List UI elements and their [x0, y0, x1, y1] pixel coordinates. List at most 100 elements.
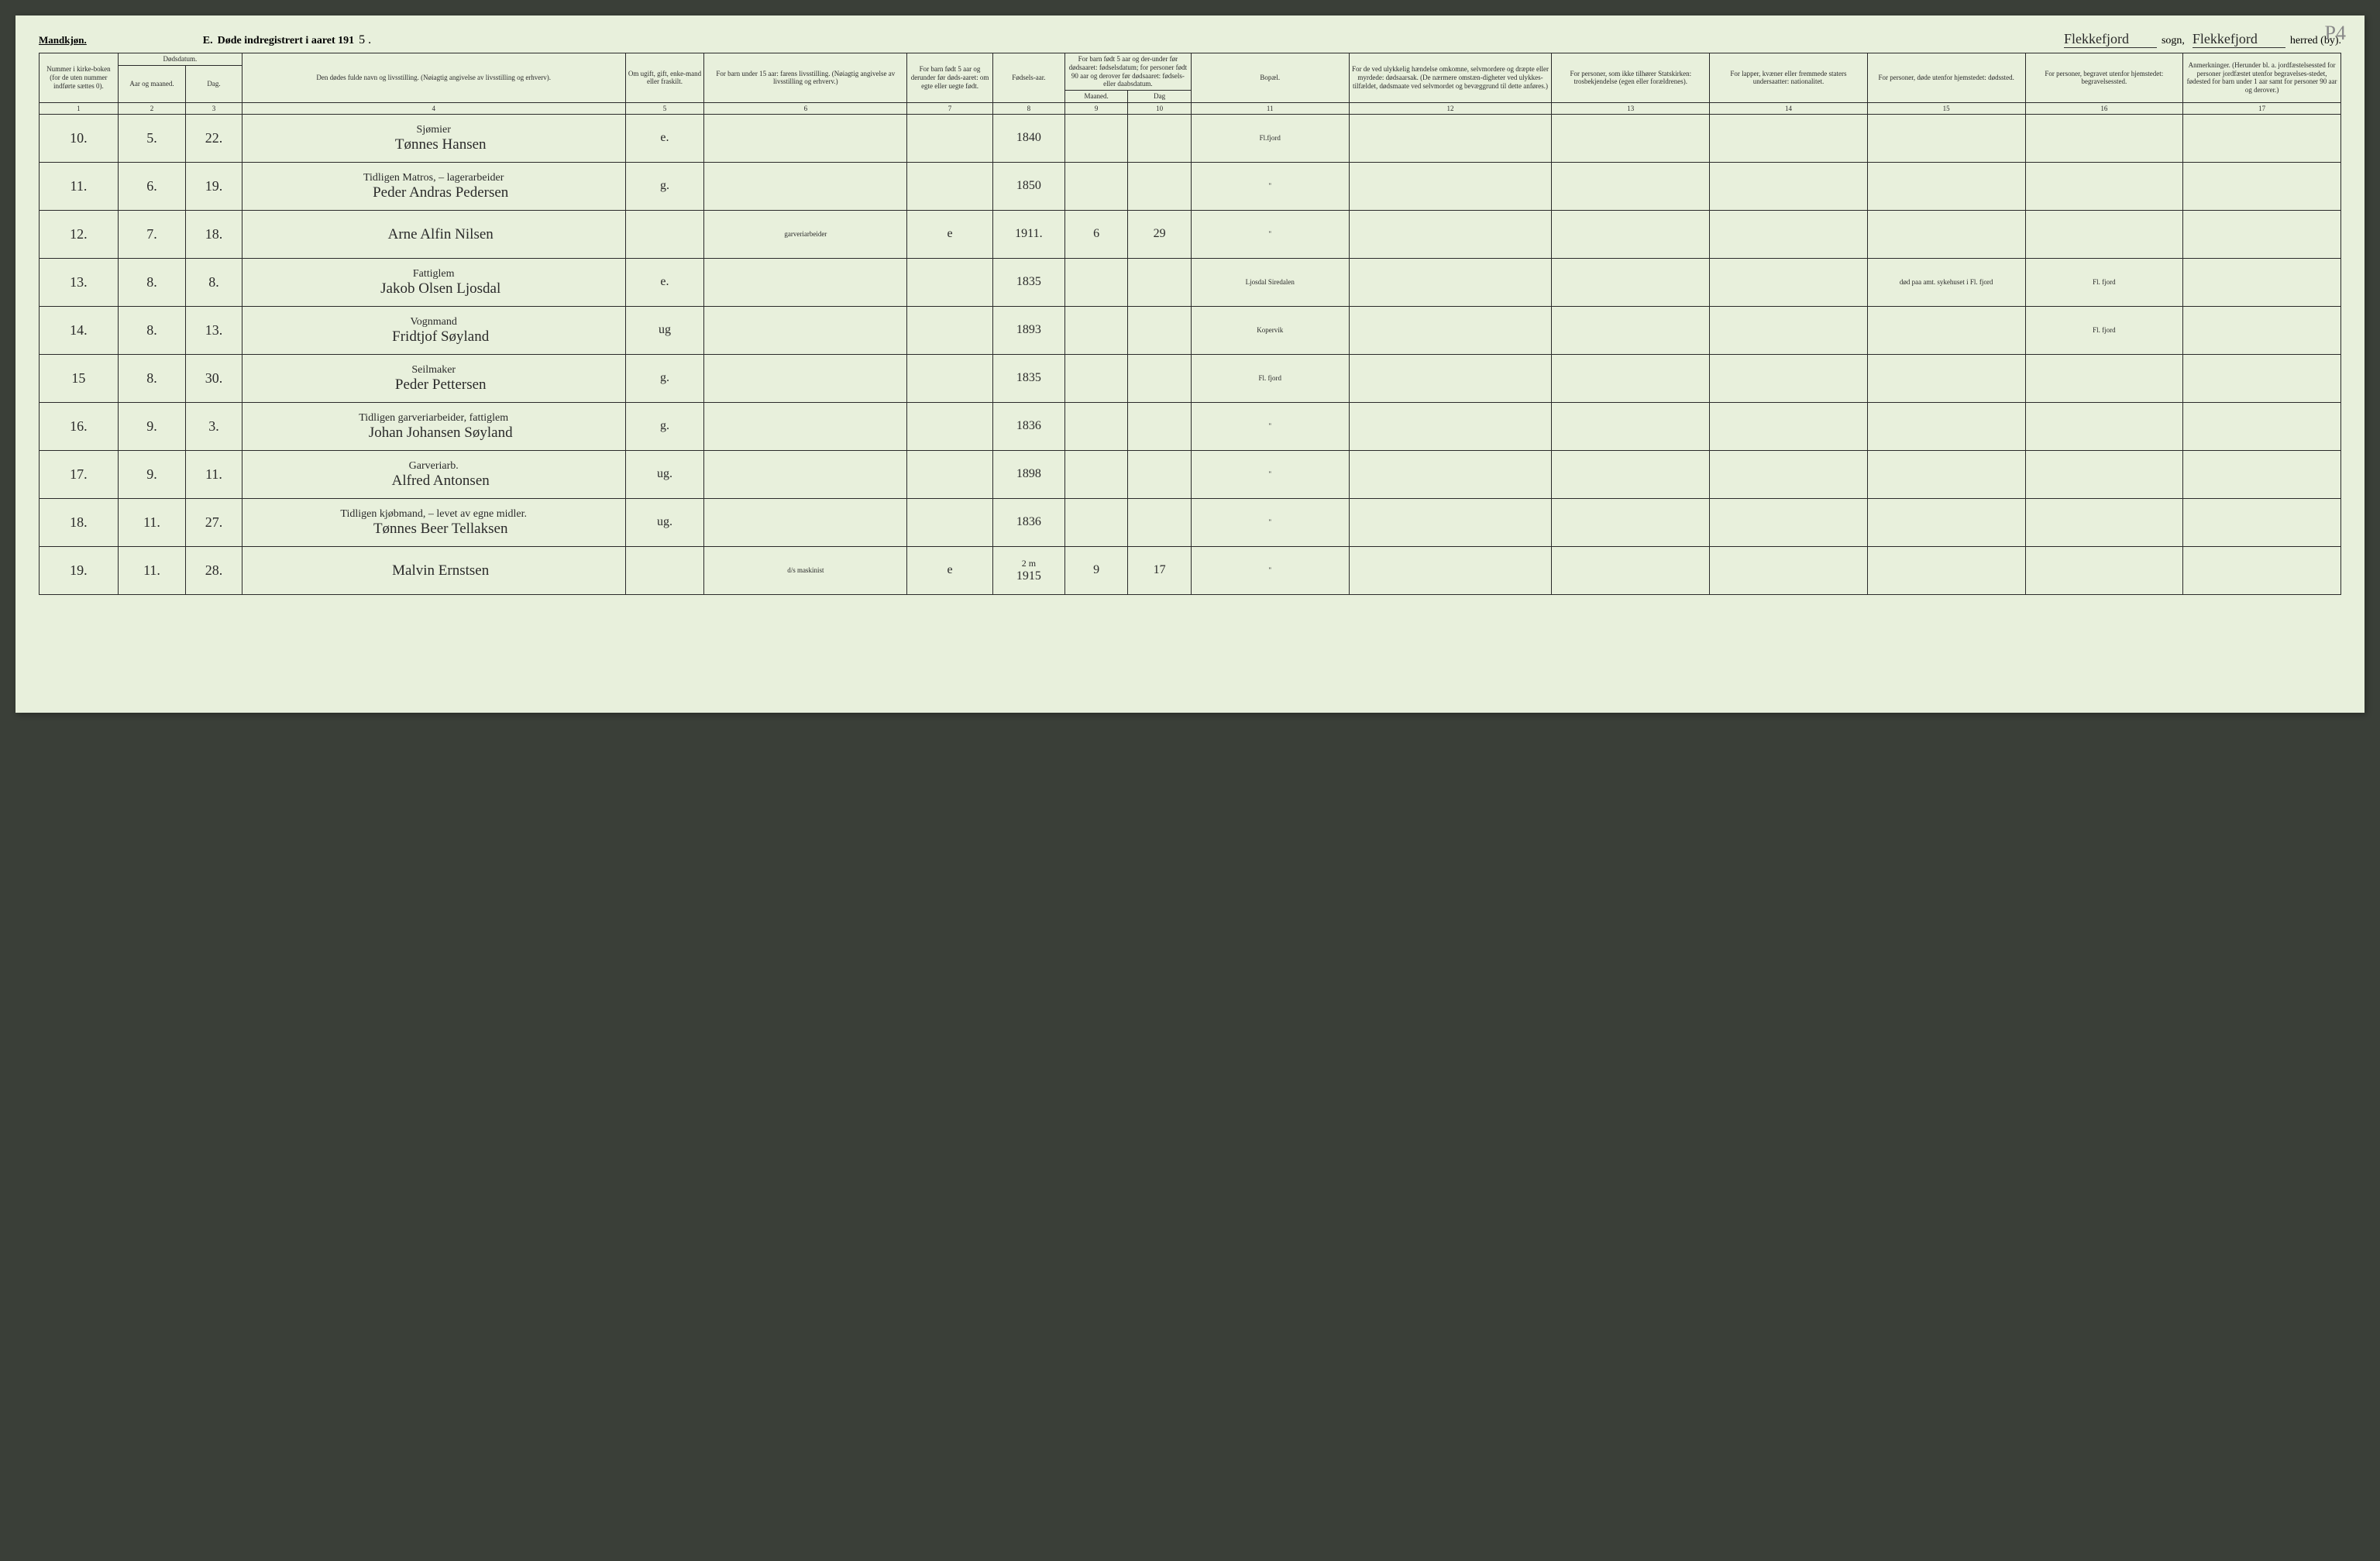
cell: 9. [118, 450, 185, 498]
cell [2025, 546, 2183, 594]
cell [1867, 450, 2025, 498]
cell [2183, 162, 2341, 210]
occupation-text: Seilmaker [245, 364, 623, 376]
cell: 13. [40, 258, 119, 306]
cell: 29 [1128, 210, 1191, 258]
cell: Tidligen garveriarbeider, fattiglemJohan… [242, 402, 625, 450]
cell [1128, 258, 1191, 306]
cell: 27. [186, 498, 242, 546]
colnum-2: 2 [118, 102, 185, 114]
page-number-corner: P4 [2325, 22, 2346, 45]
person-name: Peder Pettersen [245, 376, 623, 394]
cell: 1836 [992, 498, 1064, 546]
cell: Fl.fjord [1191, 114, 1349, 162]
cell [907, 354, 993, 402]
cell: 14. [40, 306, 119, 354]
cell [625, 210, 704, 258]
cell: 8. [118, 354, 185, 402]
sogn-section: Flekkefjord sogn, [2064, 31, 2185, 48]
cell [1710, 306, 1868, 354]
cell: 1836 [992, 402, 1064, 450]
cell [2025, 354, 2183, 402]
colnum-12: 12 [1349, 102, 1552, 114]
cell: SjømierTønnes Hansen [242, 114, 625, 162]
cell [1552, 162, 1710, 210]
colnum-17: 17 [2183, 102, 2341, 114]
cell [1349, 402, 1552, 450]
cell: 8. [118, 258, 185, 306]
cell [704, 354, 907, 402]
cell [1552, 450, 1710, 498]
col-header-9: Maaned. [1064, 91, 1127, 103]
person-name: Peder Andras Pedersen [245, 184, 623, 201]
cell [1552, 114, 1710, 162]
col-header-17: Anmerkninger. (Herunder bl. a. jordfæste… [2183, 53, 2341, 103]
cell [1867, 546, 2025, 594]
cell [1867, 402, 2025, 450]
person-name: Tønnes Beer Tellaksen [245, 521, 623, 538]
cell: Arne Alfin Nilsen [242, 210, 625, 258]
register-table: Nummer i kirke-boken (for de uten nummer… [39, 53, 2341, 595]
cell [1349, 114, 1552, 162]
cell: " [1191, 546, 1349, 594]
cell: Tidligen Matros, – lagerarbeiderPeder An… [242, 162, 625, 210]
occupation-text: Tidligen Matros, – lagerarbeider [245, 172, 623, 184]
cell: " [1191, 402, 1349, 450]
cell [1867, 354, 2025, 402]
colnum-6: 6 [704, 102, 907, 114]
cell [1064, 498, 1127, 546]
cell [625, 546, 704, 594]
cell: VognmandFridtjof Søyland [242, 306, 625, 354]
colnum-4: 4 [242, 102, 625, 114]
cell [907, 162, 993, 210]
cell [2025, 210, 2183, 258]
table-row: 18.11.27.Tidligen kjøbmand, – levet av e… [40, 498, 2341, 546]
col-header-13: For personer, som ikke tilhører Statskir… [1552, 53, 1710, 103]
col-header-16: For personer, begravet utenfor hjemstede… [2025, 53, 2183, 103]
cell: 16. [40, 402, 119, 450]
cell [1710, 402, 1868, 450]
cell [1552, 402, 1710, 450]
cell [2183, 546, 2341, 594]
cell: 18. [40, 498, 119, 546]
cell [1349, 162, 1552, 210]
cell [907, 114, 993, 162]
cell [1867, 306, 2025, 354]
cell [1552, 306, 1710, 354]
cell [1128, 114, 1191, 162]
cell: 6 [1064, 210, 1127, 258]
cell: " [1191, 210, 1349, 258]
person-name: Tønnes Hansen [245, 136, 623, 153]
cell: 12. [40, 210, 119, 258]
cell [704, 114, 907, 162]
colnum-8: 8 [992, 102, 1064, 114]
col-header-6: For barn under 15 aar: farens livsstilli… [704, 53, 907, 103]
col-header-4: Den dødes fulde navn og livsstilling. (N… [242, 53, 625, 103]
occupation-text: Sjømier [245, 124, 623, 136]
cell [1867, 162, 2025, 210]
cell: 11. [40, 162, 119, 210]
table-row: 10.5.22.SjømierTønnes Hansene.1840Fl.fjo… [40, 114, 2341, 162]
cell: " [1191, 450, 1349, 498]
person-name: Malvin Ernstsen [245, 562, 623, 579]
cell [1349, 546, 1552, 594]
cell [2183, 114, 2341, 162]
cell [704, 402, 907, 450]
table-row: 16.9.3.Tidligen garveriarbeider, fattigl… [40, 402, 2341, 450]
cell [1710, 114, 1868, 162]
cell [704, 162, 907, 210]
occupation-text: Fattiglem [245, 268, 623, 280]
cell [1128, 354, 1191, 402]
occupation-text: Tidligen kjøbmand, – levet av egne midle… [245, 508, 623, 521]
col-header-2: Aar og maaned. [118, 65, 185, 102]
col-header-2-group: Dødsdatum. [118, 53, 242, 66]
table-row: 17.9.11.Garveriarb.Alfred Antonsenug.189… [40, 450, 2341, 498]
colnum-10: 10 [1128, 102, 1191, 114]
cell [2183, 258, 2341, 306]
header-row: Mandkjøn. E. Døde indregistrert i aaret … [39, 31, 2341, 48]
cell [1710, 210, 1868, 258]
cell: 10. [40, 114, 119, 162]
cell: Fl. fjord [2025, 306, 2183, 354]
col-header-5: Om ugift, gift, enke-mand eller fraskilt… [625, 53, 704, 103]
cell: 3. [186, 402, 242, 450]
